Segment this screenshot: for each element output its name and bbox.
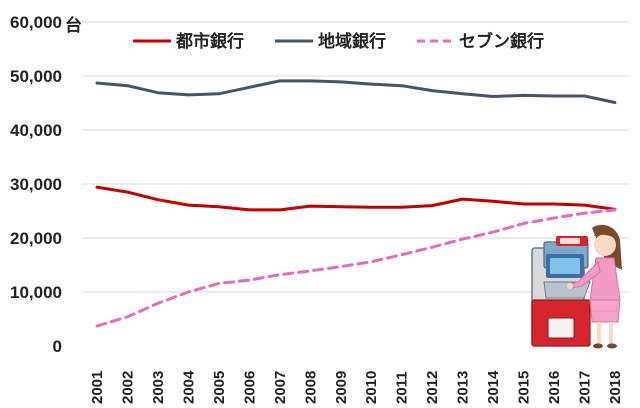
atm-machine bbox=[531, 236, 591, 347]
x-tick-label: 2013 bbox=[455, 371, 472, 404]
y-axis-ticks: 0 10,000 20,000 30,000 40,000 50,000 60,000 bbox=[10, 13, 62, 356]
x-tick-label: 2009 bbox=[333, 371, 350, 404]
x-axis-ticks: 2001 2002 2003 2004 2005 2006 2007 2008 2009 2010… bbox=[89, 370, 624, 404]
legend-label-2: セブン銀行 bbox=[459, 31, 544, 52]
legend-label-1: 地域銀行 bbox=[318, 31, 386, 52]
x-tick-label: 2001 bbox=[89, 371, 106, 404]
y-tick-label: 0 bbox=[53, 337, 62, 356]
x-tick-label: 2007 bbox=[272, 371, 289, 404]
series-line-1 bbox=[95, 79, 617, 104]
atm-sign-logo bbox=[560, 238, 580, 244]
x-tick-label: 2012 bbox=[424, 371, 441, 404]
x-tick-label: 2004 bbox=[180, 370, 197, 404]
legend: 都市銀行 地域銀行 セブン銀行 bbox=[133, 31, 544, 52]
x-tick-label: 2003 bbox=[150, 371, 167, 404]
y-tick-label: 10,000 bbox=[10, 283, 62, 302]
x-tick-label: 2018 bbox=[607, 371, 624, 404]
x-tick-label: 2002 bbox=[119, 371, 136, 404]
series-line-0 bbox=[95, 185, 617, 212]
x-tick-label: 2006 bbox=[241, 371, 258, 404]
x-tick-label: 2017 bbox=[577, 371, 594, 404]
legend-label-0: 都市銀行 bbox=[175, 31, 244, 52]
x-tick-label: 2008 bbox=[302, 371, 319, 404]
y-tick-label: 40,000 bbox=[10, 121, 62, 140]
y-axis-unit-label: 台 bbox=[65, 15, 82, 36]
face bbox=[594, 234, 616, 256]
x-tick-label: 2011 bbox=[394, 371, 411, 404]
woman-figure bbox=[567, 224, 622, 349]
x-tick-label: 2016 bbox=[546, 371, 563, 404]
x-tick-label: 2005 bbox=[211, 371, 228, 404]
x-tick-label: 2014 bbox=[485, 370, 502, 404]
series-lines bbox=[95, 79, 617, 328]
y-tick-label: 50,000 bbox=[10, 67, 62, 86]
y-tick-label: 30,000 bbox=[10, 175, 62, 194]
atm-illustration bbox=[531, 224, 622, 349]
series-line-2 bbox=[95, 208, 617, 328]
x-tick-label: 2010 bbox=[363, 371, 380, 404]
x-tick-label: 2015 bbox=[516, 371, 533, 404]
y-tick-label: 60,000 bbox=[10, 13, 62, 32]
y-tick-label: 20,000 bbox=[10, 229, 62, 248]
